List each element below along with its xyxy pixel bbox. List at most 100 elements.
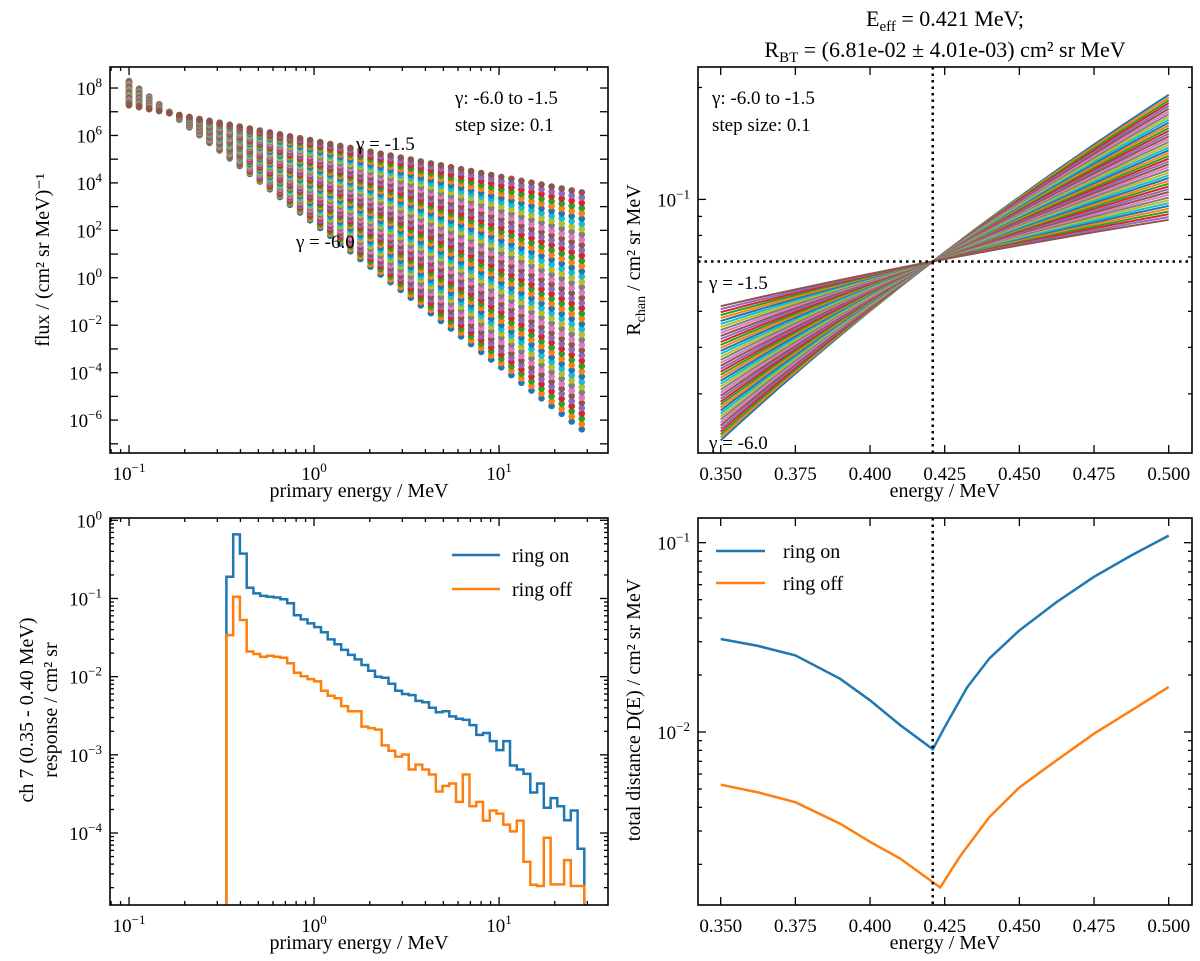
flux-point (578, 220, 586, 228)
flux-point (578, 262, 586, 270)
tick-label-base: 10 (301, 916, 320, 937)
flux-point (578, 252, 586, 259)
flux-point (538, 219, 545, 226)
flux-point (548, 397, 555, 405)
flux-point (568, 233, 575, 240)
flux-point (568, 202, 575, 210)
legend-label-ring-off: ring off (512, 579, 573, 601)
flux-point (578, 294, 586, 302)
x-tick-label: 0.425 (923, 916, 966, 937)
flux-point (347, 144, 354, 152)
flux-point (528, 327, 535, 334)
tick-label-base: 0.425 (923, 916, 966, 937)
flux-point (538, 366, 545, 374)
flux-point (558, 220, 565, 227)
flux-point (568, 197, 575, 204)
flux-point (528, 313, 535, 321)
flux-point (558, 270, 565, 277)
flux-point (548, 295, 555, 303)
flux-point (578, 420, 586, 428)
flux-point (538, 285, 545, 293)
flux-point (568, 407, 575, 415)
flux-point (558, 385, 565, 393)
flux-point (568, 295, 575, 302)
flux-point (558, 390, 565, 398)
tick-label-exponent: 1 (505, 912, 512, 927)
flux-point (578, 199, 586, 207)
ylabel-rest: / cm² sr MeV (623, 184, 645, 296)
flux-point (538, 319, 545, 326)
flux-point (558, 315, 565, 323)
x-tick-label: 0.425 (923, 464, 966, 485)
flux-point (558, 205, 565, 212)
figure-title-line-1: Eeff = 0.421 MeV; (866, 6, 1024, 35)
flux-point (578, 310, 586, 317)
flux-point (528, 368, 535, 376)
flux-point (568, 366, 575, 374)
flux-point (558, 410, 565, 418)
flux-point (538, 243, 545, 250)
flux-point (538, 190, 545, 198)
flux-point (558, 335, 565, 343)
flux-point (548, 256, 555, 264)
flux-point (568, 315, 575, 323)
axes-frame (109, 517, 609, 906)
flux-point (548, 280, 555, 288)
flux-point (538, 200, 545, 207)
flux-point (568, 402, 575, 410)
flux-point (276, 131, 284, 138)
tick-label-base: 0.450 (998, 916, 1041, 937)
y-tick-label: 10−2 (69, 664, 102, 689)
x-tick-label: 0.400 (849, 916, 892, 937)
flux-point (548, 324, 555, 332)
flux-point (578, 325, 586, 333)
flux-point (528, 225, 535, 233)
flux-point (578, 210, 586, 217)
tick-label-base: 0.350 (699, 916, 742, 937)
flux-point (568, 279, 575, 287)
flux-point (578, 341, 586, 349)
flux-point (538, 371, 545, 378)
flux-point (578, 273, 586, 280)
tick-label-base: 10 (77, 511, 96, 532)
flux-point (528, 271, 535, 279)
flux-point (538, 281, 545, 288)
flux-point (548, 261, 555, 268)
flux-point (166, 109, 173, 117)
title-symbol: R (764, 37, 779, 62)
flux-point (155, 107, 163, 115)
flux-point (548, 354, 555, 361)
tick-label-base: 10 (113, 464, 132, 485)
tick-label-exponent: 0 (96, 507, 103, 522)
flux-point (558, 370, 565, 378)
flux-point (528, 234, 535, 242)
flux-point (548, 271, 555, 278)
x-tick-label: 101 (486, 912, 511, 937)
flux-point (457, 165, 465, 173)
flux-point (548, 212, 555, 220)
tick-label-exponent: 1 (505, 460, 512, 475)
flux-point (578, 404, 586, 412)
flux-point (548, 251, 555, 259)
flux-point (528, 257, 535, 265)
flux-point (558, 350, 565, 358)
tick-label-base: 10 (77, 174, 96, 195)
x-tick-label: 100 (301, 460, 327, 485)
flux-point (498, 173, 505, 181)
tick-label-base: 10 (69, 411, 88, 432)
flux-point (548, 202, 555, 210)
flux-point (538, 300, 545, 307)
flux-point (417, 158, 425, 165)
flux-point (528, 308, 535, 316)
flux-point (568, 284, 575, 292)
flux-point (528, 207, 535, 214)
flux-point (538, 304, 545, 312)
flux-point (548, 236, 555, 244)
flux-point (558, 345, 565, 353)
flux-point (548, 266, 555, 273)
x-tick-label: 0.450 (998, 916, 1041, 937)
x-axis-label: primary energy / MeV (269, 480, 449, 502)
flux-point (548, 197, 555, 205)
axes-frame (697, 517, 1193, 906)
flux-point (558, 250, 565, 257)
